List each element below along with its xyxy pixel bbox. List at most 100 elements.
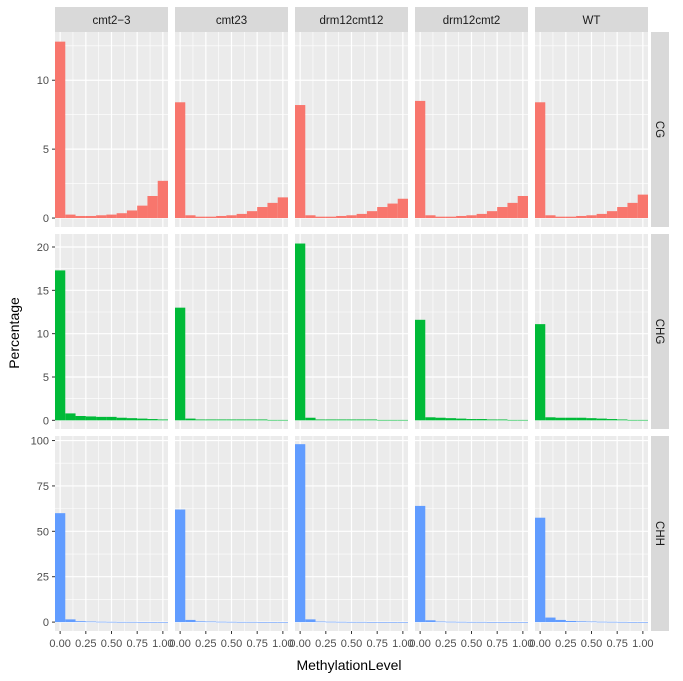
y-tick-label: 5	[43, 144, 49, 156]
bar-cg-cmt23-bin-7	[246, 211, 258, 219]
strip-drm12cmt2	[415, 7, 528, 32]
bar-chh-cmt23-bin-5	[226, 621, 237, 623]
bar-chg-cmt2-3-bin-9	[147, 419, 158, 421]
bar-chg-cmt23-bin-1	[185, 418, 196, 421]
x-tick-label: 0.00	[49, 638, 70, 650]
y-tick-label: 25	[37, 572, 49, 584]
strip-label-drm12cmt12: drm12cmt12	[320, 15, 384, 27]
bar-chh-cmt2-3-bin-3	[85, 621, 97, 623]
bar-cg-cmt2-3-bin-4	[96, 215, 107, 219]
bar-chh-wt-bin-4	[576, 621, 587, 623]
x-tick-label: 0.25	[555, 638, 576, 650]
bar-chg-drm12cmt2-bin-6	[476, 419, 487, 421]
bar-chh-drm12cmt12-bin-7	[366, 622, 378, 623]
y-tick-label: 0	[43, 617, 49, 629]
bar-chh-cmt2-3-bin-4	[96, 621, 107, 623]
bar-chh-drm12cmt2-bin-7	[486, 622, 498, 623]
strip-label-wt: WT	[583, 15, 601, 27]
strip-cmt23	[175, 7, 288, 32]
bar-chh-drm12cmt12-bin-1	[305, 619, 316, 623]
bar-chh-cmt2-3-bin-0	[55, 513, 66, 623]
bar-chh-cmt23-bin-10	[277, 622, 288, 623]
y-tick-label: 15	[37, 285, 49, 297]
bar-chg-drm12cmt12-bin-5	[346, 419, 357, 421]
bar-chg-wt-bin-10	[637, 419, 648, 421]
bar-cg-drm12cmt12-bin-9	[387, 203, 398, 219]
x-tick-label: 1.00	[272, 638, 293, 650]
bar-chh-cmt2-3-bin-10	[157, 622, 168, 623]
x-axis-title: MethylationLevel	[296, 657, 401, 673]
bar-chg-cmt23-bin-3	[205, 419, 217, 421]
x-tick-label: 0.25	[75, 638, 96, 650]
x-tick-label: 0.75	[246, 638, 267, 650]
x-tick-label: 0.00	[529, 638, 550, 650]
bar-chg-drm12cmt2-bin-0	[415, 319, 426, 421]
bar-chg-cmt23-bin-9	[267, 419, 278, 421]
y-axis-title: Percentage	[6, 297, 22, 369]
bar-cg-drm12cmt12-bin-5	[346, 215, 357, 219]
y-tick-label: 10	[37, 75, 49, 87]
bar-cg-drm12cmt2-bin-9	[507, 202, 518, 219]
strip-wt	[535, 7, 648, 32]
bar-cg-wt-bin-0	[535, 102, 546, 219]
x-tick-label: 0.00	[169, 638, 190, 650]
x-tick-label: 0.00	[289, 638, 310, 650]
bar-cg-wt-bin-9	[627, 202, 638, 219]
bar-cg-cmt23-bin-10	[277, 197, 288, 219]
bar-chh-cmt23-bin-8	[257, 622, 268, 623]
bar-chg-wt-bin-2	[555, 417, 566, 421]
bar-chh-drm12cmt12-bin-6	[356, 621, 367, 623]
bar-chh-cmt2-3-bin-5	[106, 621, 117, 623]
bar-cg-drm12cmt12-bin-8	[377, 207, 388, 219]
strip-label-chg: CHG	[653, 319, 665, 345]
strip-chg	[651, 234, 669, 429]
bar-chh-cmt23-bin-0	[175, 509, 186, 623]
bar-cg-drm12cmt2-bin-7	[486, 211, 498, 219]
bar-chh-wt-bin-2	[555, 619, 566, 623]
bar-chg-drm12cmt2-bin-3	[445, 418, 457, 421]
bar-cg-drm12cmt12-bin-2	[315, 216, 326, 219]
bar-chg-drm12cmt2-bin-5	[466, 419, 477, 421]
bar-chg-drm12cmt12-bin-4	[336, 419, 347, 421]
bar-chg-drm12cmt12-bin-3	[325, 419, 337, 421]
bar-cg-drm12cmt2-bin-2	[435, 216, 446, 219]
bar-cg-cmt23-bin-5	[226, 215, 237, 219]
bar-chh-drm12cmt2-bin-6	[476, 621, 487, 623]
bar-chg-drm12cmt12-bin-10	[397, 419, 408, 421]
bar-chh-drm12cmt2-bin-9	[507, 622, 518, 623]
bar-chh-drm12cmt12-bin-10	[397, 622, 408, 623]
bar-chh-drm12cmt2-bin-10	[517, 622, 528, 623]
bar-cg-cmt23-bin-9	[267, 202, 278, 219]
bar-cg-cmt23-bin-8	[257, 207, 268, 219]
bar-chg-wt-bin-4	[576, 417, 587, 421]
bar-chg-drm12cmt2-bin-2	[435, 417, 446, 421]
bar-chg-cmt2-3-bin-8	[137, 418, 148, 421]
bar-chh-drm12cmt12-bin-0	[295, 444, 306, 623]
bar-chg-drm12cmt2-bin-8	[497, 419, 508, 421]
bar-chh-cmt23-bin-9	[267, 622, 278, 623]
bar-cg-wt-bin-3	[565, 216, 577, 219]
bar-chh-wt-bin-3	[565, 621, 577, 623]
bar-cg-drm12cmt2-bin-3	[445, 216, 457, 219]
bar-chg-wt-bin-3	[565, 417, 577, 421]
bar-chh-cmt23-bin-7	[246, 621, 258, 623]
bar-cg-drm12cmt2-bin-5	[466, 215, 477, 219]
bar-cg-drm12cmt12-bin-10	[397, 198, 408, 219]
bar-chh-drm12cmt12-bin-8	[377, 622, 388, 623]
bar-chg-cmt2-3-bin-2	[75, 416, 86, 421]
bar-cg-cmt23-bin-1	[185, 215, 196, 219]
x-tick-label: 0.25	[195, 638, 216, 650]
y-tick-label: 100	[31, 436, 49, 448]
bar-chg-cmt2-3-bin-7	[126, 418, 138, 421]
bar-chg-drm12cmt2-bin-1	[425, 417, 436, 421]
bar-chg-cmt23-bin-4	[216, 419, 227, 421]
bar-cg-drm12cmt12-bin-7	[366, 211, 378, 219]
bar-chh-cmt2-3-bin-9	[147, 622, 158, 623]
bar-chg-wt-bin-1	[545, 417, 556, 421]
bar-chh-wt-bin-0	[535, 517, 546, 623]
bar-chg-drm12cmt12-bin-8	[377, 419, 388, 421]
bar-chh-wt-bin-7	[606, 621, 618, 623]
bar-chg-drm12cmt12-bin-6	[356, 419, 367, 421]
x-tick-label: 0.75	[606, 638, 627, 650]
